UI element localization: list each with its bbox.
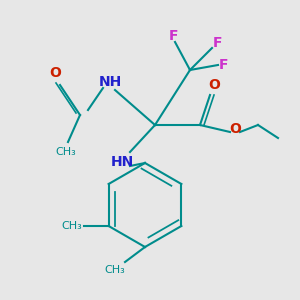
Text: O: O	[49, 66, 61, 80]
Text: F: F	[219, 58, 229, 72]
Text: HN: HN	[110, 155, 134, 169]
Text: CH₃: CH₃	[56, 147, 76, 157]
Text: O: O	[208, 78, 220, 92]
Text: O: O	[229, 122, 241, 136]
Text: NH: NH	[98, 75, 122, 89]
Text: CH₃: CH₃	[61, 221, 82, 231]
Text: CH₃: CH₃	[105, 265, 125, 275]
Text: F: F	[168, 29, 178, 43]
Text: F: F	[212, 36, 222, 50]
